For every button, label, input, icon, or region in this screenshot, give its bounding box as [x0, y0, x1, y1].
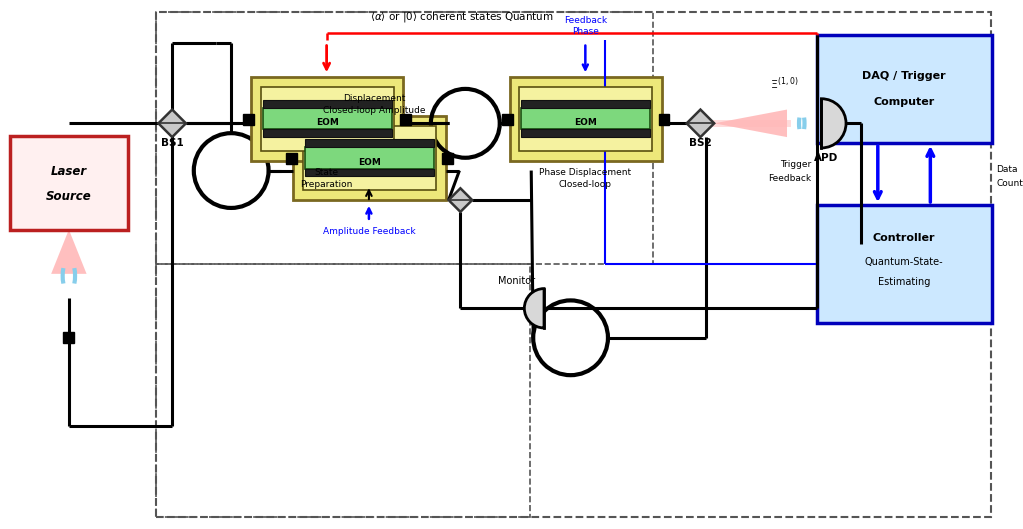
Text: $\langle\alpha\rangle$ or $|0\rangle$ coherent states Quantum: $\langle\alpha\rangle$ or $|0\rangle$ co… [370, 10, 554, 24]
Text: Data: Data [996, 165, 1018, 174]
Bar [263, 129, 392, 137]
Bar [520, 87, 653, 151]
Bar [243, 114, 255, 125]
Text: Preparation: Preparation [301, 180, 353, 189]
Bar [294, 116, 446, 200]
Bar [285, 153, 297, 164]
Text: Computer: Computer [874, 97, 935, 107]
Text: Trigger: Trigger [781, 160, 811, 169]
Text: EOM: EOM [574, 118, 597, 127]
Text: State: State [314, 168, 339, 177]
Polygon shape [714, 110, 787, 137]
Text: Feedback: Feedback [768, 175, 811, 184]
Polygon shape [449, 188, 473, 212]
Bar [10, 136, 128, 230]
Text: Displacement: Displacement [343, 94, 405, 103]
Text: BS1: BS1 [161, 138, 183, 148]
Bar [157, 12, 990, 517]
Polygon shape [51, 230, 87, 274]
Text: Closed-loop Amplitude: Closed-loop Amplitude [322, 106, 426, 115]
Bar [509, 77, 662, 161]
Bar [157, 264, 530, 517]
Bar [502, 114, 513, 125]
Text: Estimating: Estimating [878, 277, 930, 287]
Text: Closed-loop: Closed-loop [559, 180, 612, 189]
Bar [261, 87, 394, 151]
Bar [263, 107, 392, 129]
Text: Controller: Controller [873, 233, 935, 243]
Text: Phase Displacement: Phase Displacement [539, 168, 631, 177]
Bar [263, 100, 392, 107]
Bar [522, 100, 651, 107]
Bar [816, 205, 991, 323]
Wedge shape [821, 99, 846, 148]
Polygon shape [686, 110, 714, 137]
Text: Laser: Laser [51, 165, 87, 178]
Text: $\Xi^{(1,0)}$: $\Xi^{(1,0)}$ [770, 75, 798, 92]
Text: Phase: Phase [572, 28, 598, 37]
Text: BS2: BS2 [690, 138, 712, 148]
Text: DAQ / Trigger: DAQ / Trigger [862, 71, 946, 81]
Bar [816, 35, 991, 143]
Polygon shape [159, 110, 186, 137]
Bar [305, 139, 434, 147]
Text: Source: Source [46, 190, 92, 203]
Bar [305, 147, 434, 169]
Text: Amplitude Feedback: Amplitude Feedback [322, 227, 415, 236]
Text: APD: APD [814, 153, 839, 163]
Text: EOM: EOM [316, 118, 339, 127]
Bar [63, 332, 75, 343]
Text: Quantum-State-: Quantum-State- [864, 257, 943, 267]
Bar [305, 169, 434, 177]
Bar [442, 153, 453, 164]
Text: EOM: EOM [358, 158, 381, 167]
Wedge shape [525, 289, 544, 328]
Bar [303, 126, 436, 190]
Bar [522, 107, 651, 129]
Bar [659, 114, 669, 125]
Bar [522, 129, 651, 137]
Text: Count: Count [996, 179, 1023, 188]
Text: Monitor: Monitor [498, 276, 535, 286]
Bar [400, 114, 410, 125]
Bar [251, 77, 403, 161]
Text: Feedback: Feedback [564, 15, 607, 24]
Bar [157, 12, 654, 264]
